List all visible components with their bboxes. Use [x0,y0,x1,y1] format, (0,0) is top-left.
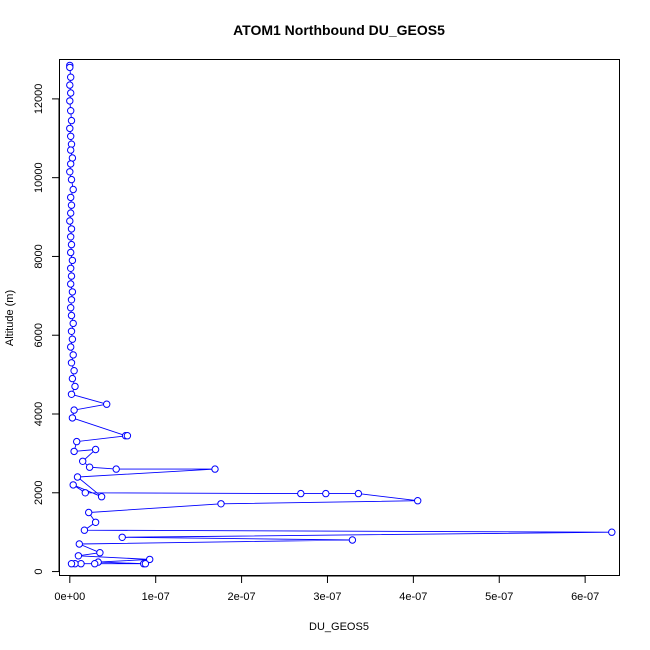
data-point [67,390,76,398]
x-tick-label: 5e-07 [485,591,513,603]
series-layer [66,61,616,568]
data-point [67,132,75,141]
y-tick-label: 8000 [33,244,45,268]
y-tick-label: 10000 [33,162,45,193]
data-point [414,497,422,505]
data-point [67,327,76,335]
x-tick-label: 1e-07 [142,591,170,603]
data-point [67,89,75,97]
data-point [85,508,93,517]
x-tick-label: 0e+00 [54,591,85,603]
data-point [123,432,132,440]
data-point [67,311,76,320]
data-point [73,473,82,481]
data-point [66,63,74,72]
data-point [67,140,76,148]
data-point [67,116,76,125]
data-point [68,288,77,296]
x-tick-label: 6e-07 [571,591,599,603]
data-point [66,124,74,133]
data-point [67,248,75,257]
data-point [67,175,76,184]
data-point [70,406,78,414]
data-point [85,463,94,471]
y-tick-label: 2000 [33,481,45,505]
data-point [69,481,77,489]
data-point [608,528,616,536]
data-point [103,400,111,408]
data-point [67,359,76,367]
data-point [66,168,74,176]
data-point [73,437,81,446]
y-tick-label: 6000 [33,323,45,347]
x-tick-label: 3e-07 [313,591,341,603]
data-point [146,555,154,564]
data-point [91,560,99,568]
data-point [81,489,90,497]
data-point [69,319,77,328]
data-point [75,540,84,548]
data-point [67,201,76,209]
data-point [69,185,77,194]
data-point [80,526,89,534]
data-point [141,560,150,568]
data-point [69,351,77,359]
data-point [112,465,120,473]
data-point [118,533,126,541]
y-tick-label: 4000 [33,402,45,426]
data-point [67,160,75,168]
data-point [70,367,78,375]
y-axis-label: Altitude (m) [4,290,16,346]
data-point [74,552,83,560]
data-point [297,489,305,498]
data-point [68,335,77,343]
chart-title: ATOM1 Northbound DU_GEOS5 [233,22,445,38]
data-point [66,81,74,89]
data-point [354,489,363,498]
data-point [322,489,330,498]
data-point [67,209,75,217]
data-point [67,107,75,115]
data-point [67,560,76,568]
data-point [67,146,75,154]
x-axis: 0e+00 1e-07 2e-07 3e-07 4e-07 5e-07 6e-07 [54,575,599,603]
data-point [67,280,75,288]
data-point [66,97,74,105]
y-tick-label: 0 [33,568,45,574]
y-axis: 0 2000 4000 6000 8000 10000 12000 [33,84,60,575]
data-point [68,374,77,383]
data-point [91,518,100,526]
data-point [71,382,79,391]
data-point [67,193,75,202]
data-point [67,240,76,249]
x-tick-label: 4e-07 [399,591,427,603]
data-point [67,272,76,280]
data-point [67,225,76,233]
data-point [97,493,106,501]
x-tick-label: 2e-07 [228,591,256,603]
data-point [79,457,87,465]
data-point [348,536,357,544]
data-point [91,445,100,454]
data-point [67,343,75,351]
data-point [77,560,85,568]
plot-frame [59,59,620,576]
data-point [67,296,76,304]
x-axis-label: DU_GEOS5 [309,621,369,633]
data-point [96,549,104,557]
data-point [217,500,225,508]
data-point [68,256,77,265]
data-point [67,264,75,272]
series-line [69,65,612,565]
data-point [66,217,74,225]
data-point [67,73,75,81]
data-point [68,414,77,422]
y-tick-label: 12000 [33,84,45,115]
data-point [67,233,75,241]
data-point [211,465,219,473]
data-point [70,447,78,456]
data-point [67,304,75,312]
